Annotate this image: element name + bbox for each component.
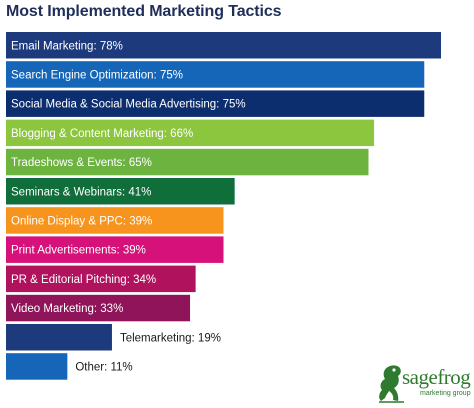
chart-title: Most Implemented Marketing Tactics (6, 3, 282, 20)
bar-label-7: Print Advertisements: 39% (11, 245, 146, 257)
sagefrog-logo: sagefrog marketing group (376, 362, 471, 404)
bar-2 (6, 90, 425, 117)
bar-8 (6, 265, 196, 293)
bar-label-11: Other: 11% (75, 361, 132, 373)
bar-10 (6, 324, 112, 351)
bar-4 (6, 148, 369, 176)
bar-label-3: Blogging & Content Marketing: 66% (11, 128, 193, 140)
bar-label-9: Video Marketing: 33% (11, 303, 123, 315)
bar-label-1: Search Engine Optimization: 75% (11, 69, 183, 81)
frog-icon (379, 365, 404, 403)
logo-wordmark: sagefrog (402, 365, 471, 389)
bar-label-0: Email Marketing: 78% (11, 40, 123, 52)
bar-label-8: PR & Editorial Pitching: 34% (11, 274, 156, 286)
bar-label-5: Seminars & Webinars: 41% (11, 186, 151, 198)
bar-label-6: Online Display & PPC: 39% (11, 215, 152, 227)
bar-1 (6, 61, 425, 88)
bar-label-4: Tradeshows & Events: 65% (11, 157, 152, 169)
bar-label-10: Telemarketing: 19% (120, 332, 221, 344)
logo-subtitle: marketing group (420, 390, 471, 397)
bar-7 (6, 236, 224, 263)
bar-5 (6, 178, 235, 205)
bar-11 (6, 353, 68, 380)
bar-label-2: Social Media & Social Media Advertising:… (11, 99, 246, 111)
bar-0 (6, 32, 441, 59)
bar-6 (6, 207, 224, 234)
bar-3 (6, 119, 375, 147)
bar-9 (6, 294, 191, 322)
